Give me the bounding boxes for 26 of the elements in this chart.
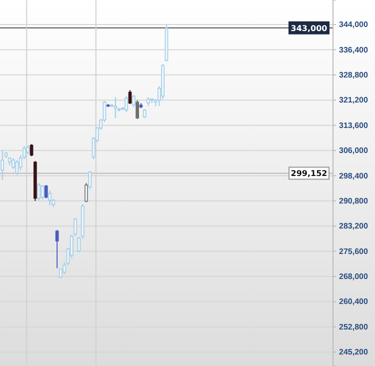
candlestick bbox=[40, 184, 44, 200]
y-tick-label: 336,400 bbox=[339, 45, 368, 54]
y-tick-label: 260,400 bbox=[339, 297, 368, 306]
candlestick bbox=[124, 96, 128, 113]
ref-line-label: 343,000 bbox=[290, 24, 328, 33]
y-tick-label: 313,600 bbox=[339, 120, 368, 130]
y-tick-label: 268,000 bbox=[339, 272, 368, 282]
candlestick bbox=[136, 100, 139, 120]
y-tick-label: 245,200 bbox=[339, 348, 368, 357]
candlestick bbox=[37, 182, 41, 201]
y-tick-label: 290,800 bbox=[339, 196, 368, 206]
y-tick-label: 298,400 bbox=[339, 171, 368, 180]
candlestick bbox=[44, 184, 48, 199]
candlestick bbox=[114, 96, 118, 119]
y-tick-label: 328,800 bbox=[339, 70, 368, 80]
ref-line-label: 299,152 bbox=[290, 169, 328, 178]
candlestick bbox=[55, 230, 59, 269]
candlestick bbox=[48, 190, 52, 206]
y-tick-label: 306,000 bbox=[339, 146, 368, 156]
y-tick-label: 252,800 bbox=[339, 322, 368, 332]
y-tick-label: 344,000 bbox=[339, 20, 368, 30]
y-tick-label: 283,200 bbox=[339, 222, 368, 231]
candlestick bbox=[132, 94, 136, 108]
y-tick-label: 321,200 bbox=[339, 96, 368, 105]
y-tick-label: 275,600 bbox=[339, 246, 368, 256]
candlestick bbox=[0, 150, 4, 181]
